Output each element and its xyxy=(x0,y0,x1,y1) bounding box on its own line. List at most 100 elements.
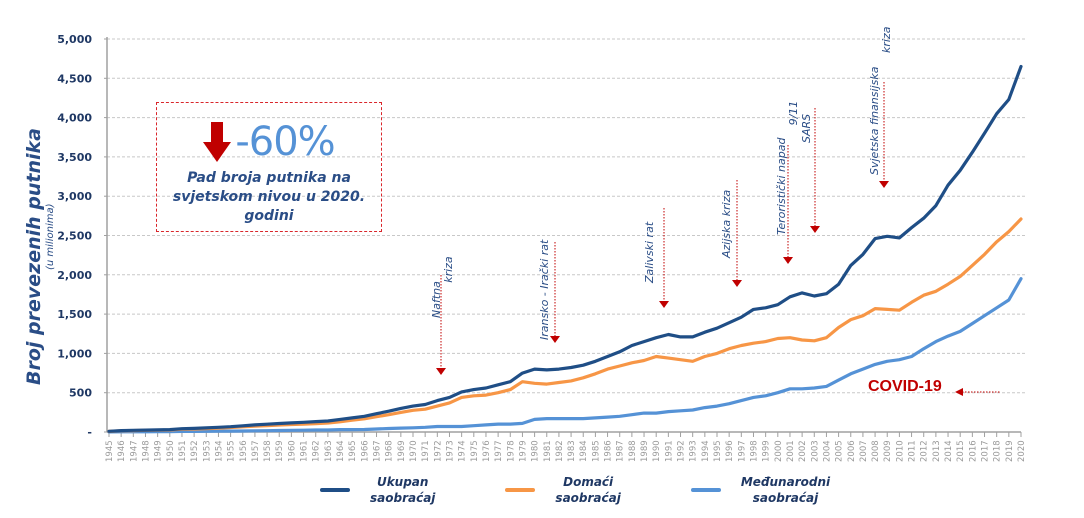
x-tick-label: 1958 xyxy=(263,440,273,462)
x-tick-label: 1959 xyxy=(275,440,285,462)
x-tick-label: 1996 xyxy=(725,440,735,462)
x-tick-label: 2005 xyxy=(835,440,845,462)
y-tick-label: 1,500 xyxy=(57,308,92,321)
x-tick-label: 1985 xyxy=(591,440,601,462)
annotation-label: kriza xyxy=(880,26,893,53)
x-tick-label: 1982 xyxy=(555,440,565,462)
x-tick-label: 2010 xyxy=(895,440,905,462)
y-tick-label: 5,000 xyxy=(57,33,92,46)
x-tick-label: 1946 xyxy=(117,440,127,462)
x-tick-label: 1983 xyxy=(567,440,577,462)
x-tick-label: 2016 xyxy=(968,440,978,462)
x-tick-label: 2007 xyxy=(859,440,869,462)
x-tick-label: 1993 xyxy=(689,440,699,462)
annotation-arrowhead-icon xyxy=(659,301,669,308)
x-tick-label: 1988 xyxy=(628,440,638,462)
x-tick-label: 1992 xyxy=(677,440,687,462)
annotation-label: SARS xyxy=(800,114,813,143)
x-tick-label: 1973 xyxy=(445,440,455,462)
x-tick-label: 1947 xyxy=(129,440,139,462)
y-axis-sublabel: (u milionima) xyxy=(45,204,56,271)
x-tick-label: 1945 xyxy=(105,440,115,462)
down-arrow-icon xyxy=(203,122,232,162)
annotation-arrowhead-icon xyxy=(436,368,446,375)
y-axis-title: Broj prevezenih putnika (u milionima) xyxy=(23,128,56,385)
annotation-arrowhead-icon xyxy=(783,257,793,264)
y-axis: - 500 1,000 1,500 2,000 2,500 3,000 3,500 4,000 4… xyxy=(57,33,108,439)
x-tick-label: 1975 xyxy=(470,440,480,462)
x-tick-label: 1980 xyxy=(531,440,541,462)
legend-label: Domaći saobraćaj xyxy=(555,475,621,505)
y-tick-label: 2,000 xyxy=(57,269,92,282)
y-tick-label: - xyxy=(87,426,92,439)
x-tick-label: 2006 xyxy=(847,440,857,462)
y-axis-label: Broj prevezenih putnika xyxy=(23,128,45,385)
annotation-label: Teroristički napad xyxy=(775,137,788,235)
annotation-arrowhead-icon xyxy=(550,336,560,343)
x-tick-label: 2012 xyxy=(920,440,930,462)
x-tick-label: 1987 xyxy=(616,440,626,462)
legend-label: Ukupan saobraćaj xyxy=(370,475,436,505)
x-tick-label: 2015 xyxy=(956,440,966,462)
x-tick-label: 1948 xyxy=(141,440,151,462)
series-lines xyxy=(107,64,1023,434)
series-line-ukupan-saobra-aj xyxy=(107,64,1023,433)
x-tick-label: 2018 xyxy=(993,440,1003,462)
x-tick-label: 1997 xyxy=(737,440,747,462)
x-tick-label: 1979 xyxy=(518,440,528,462)
y-tick-label: 2,500 xyxy=(57,230,92,243)
x-tick-label: 1984 xyxy=(579,440,589,462)
x-tick-label: 1952 xyxy=(190,440,200,462)
annotation-label: 9/11 xyxy=(787,101,800,126)
y-tick-label: 1,000 xyxy=(57,347,92,360)
decline-percent: -60% xyxy=(235,119,335,165)
x-tick-label: 2009 xyxy=(883,440,893,462)
x-tick-label: 1960 xyxy=(287,440,297,462)
decline-description: Pad broja putnika na svjetskom nivou u 2… xyxy=(157,169,381,226)
x-tick-label: 1995 xyxy=(713,440,723,462)
x-tick-label: 2020 xyxy=(1017,440,1027,462)
x-tick-label: 1974 xyxy=(458,440,468,462)
x-tick-label: 1990 xyxy=(652,440,662,462)
desc-line: svjetskom nivou u 2020. xyxy=(172,189,366,205)
annotation-label: Azijska kriza xyxy=(720,190,733,259)
y-tick-label: 3,000 xyxy=(57,190,92,203)
legend-swatch xyxy=(690,488,721,492)
x-tick-label: 2000 xyxy=(774,440,784,462)
x-tick-label: 1962 xyxy=(312,440,322,462)
x-tick-label: 1998 xyxy=(749,440,759,462)
x-tick-label: 2011 xyxy=(908,440,918,462)
legend-swatch xyxy=(505,488,536,492)
x-tick-label: 2019 xyxy=(1005,440,1015,462)
x-tick-label: 2013 xyxy=(932,440,942,462)
x-tick-label: 1957 xyxy=(251,440,261,462)
legend-item-total: Ukupan saobraćaj xyxy=(320,474,435,506)
x-tick-label: 2004 xyxy=(822,440,832,462)
x-tick-label: 1950 xyxy=(166,440,176,462)
x-tick-label: 1989 xyxy=(640,440,650,462)
legend-item-domestic: Domaći saobraćaj xyxy=(505,474,621,506)
desc-line: Pad broja putnika na xyxy=(187,170,351,186)
annotation-label: Zalivski rat xyxy=(643,221,656,284)
annotation-label: Iransko - Irački rat xyxy=(538,239,551,340)
x-tick-label: 2001 xyxy=(786,440,796,462)
x-tick-label: 1954 xyxy=(214,440,224,462)
x-tick-label: 1968 xyxy=(385,440,395,462)
covid-arrowhead-icon xyxy=(955,388,963,396)
x-tick-label: 1961 xyxy=(300,440,310,462)
x-tick-label: 1986 xyxy=(604,440,614,462)
annotation-arrowhead-icon xyxy=(879,181,889,188)
x-tick-label: 1970 xyxy=(409,440,419,462)
x-tick-label: 1963 xyxy=(324,440,334,462)
x-tick-label: 1966 xyxy=(360,440,370,462)
x-tick-label: 1994 xyxy=(701,440,711,462)
legend: Ukupan saobraćaj Domaći saobraćaj Međunaro… xyxy=(320,474,864,506)
legend-label: Međunarodni saobraćaj xyxy=(740,475,831,505)
x-tick-label: 1999 xyxy=(762,440,772,462)
x-tick-label: 1976 xyxy=(482,440,492,462)
annotation-arrowhead-icon xyxy=(732,280,742,287)
covid-label: COVID-19 xyxy=(868,378,942,395)
y-tick-label: 4,500 xyxy=(57,72,92,85)
x-tick-label: 1953 xyxy=(202,440,212,462)
